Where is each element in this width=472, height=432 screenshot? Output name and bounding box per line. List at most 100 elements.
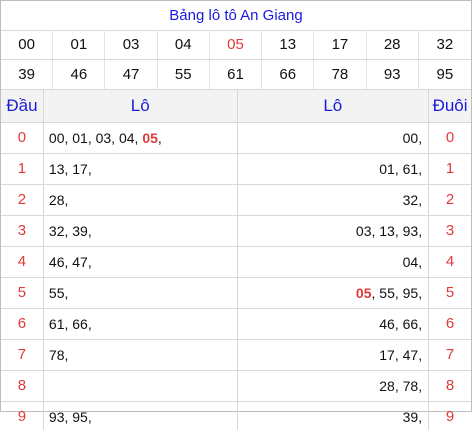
table-row: 5 55, 05, 55, 95, 5 — [1, 278, 471, 309]
dau-digit: 4 — [1, 247, 44, 277]
duoi-digit: 2 — [445, 191, 455, 208]
lo-numbers: 00, — [402, 130, 423, 146]
result-number: 03 — [105, 30, 158, 59]
lo-numbers: 01, 61, — [379, 161, 423, 177]
result-number: 00 — [1, 30, 54, 59]
table-row: 1 13, 17, 01, 61, 1 — [1, 154, 471, 185]
lo-by-dau: 13, 17, — [44, 154, 238, 184]
dau-digit: 5 — [1, 278, 44, 308]
result-number: 17 — [314, 30, 367, 59]
result-number: 46 — [53, 60, 106, 89]
dau-digit: 3 — [1, 216, 44, 246]
lo-by-dau: 46, 47, — [44, 247, 238, 277]
table-row: 6 61, 66, 46, 66, 6 — [1, 309, 471, 340]
lo-by-duoi: 28, 78, — [238, 371, 430, 401]
header-lo-left: Lô — [44, 90, 238, 122]
lo-by-dau: 55, — [44, 278, 238, 308]
lo-by-duoi: 03, 13, 93, — [238, 216, 430, 246]
table-row: 7 78, 17, 47, 7 — [1, 340, 471, 371]
lo-numbers: 00, 01, 03, 04, — [48, 130, 143, 146]
lo-numbers: 17, 47, — [379, 347, 423, 363]
lo-numbers: 04, — [402, 254, 423, 270]
result-number: 13 — [262, 30, 315, 59]
duoi-digit: 1 — [445, 160, 455, 177]
lo-by-dau: 78, — [44, 340, 238, 370]
lo-by-dau: 00, 01, 03, 04, 05, — [44, 123, 238, 153]
duoi-digit: 8 — [445, 377, 455, 394]
result-number: 28 — [367, 30, 419, 59]
table-row: 9 93, 95, 39, 9 — [1, 402, 471, 430]
lo-by-duoi: 39, — [238, 402, 430, 430]
lo-numbers: 32, 39, — [48, 223, 92, 239]
lo-by-duoi: 17, 47, — [238, 340, 430, 370]
lo-by-dau — [44, 371, 238, 401]
result-number: 47 — [105, 60, 158, 89]
lo-numbers: 39, — [402, 409, 423, 425]
duoi-digit: 4 — [445, 253, 455, 270]
header-duoi: Đuôi — [432, 96, 468, 115]
loto-table-header: Đầu Lô Lô Đuôi — [1, 90, 471, 123]
lo-numbers: , 55, 95, — [371, 285, 423, 301]
header-dau: Đầu — [1, 90, 44, 122]
result-number: 78 — [314, 60, 367, 89]
lo-numbers: 28, 78, — [379, 378, 423, 394]
lo-numbers: 03, 13, 93, — [355, 223, 423, 239]
lo-by-duoi: 32, — [238, 185, 430, 215]
lo-numbers: 32, — [402, 192, 423, 208]
table-row: 0 00, 01, 03, 04, 05, 00, 0 — [1, 123, 471, 154]
results-row-2: 39 46 47 55 61 66 78 93 95 — [1, 60, 471, 90]
lo-by-dau: 28, — [44, 185, 238, 215]
lo-by-duoi: 01, 61, — [238, 154, 430, 184]
lo-numbers: 55, — [48, 285, 69, 301]
lo-numbers: 61, 66, — [48, 316, 92, 332]
duoi-digit: 3 — [445, 222, 455, 239]
table-row: 2 28, 32, 2 — [1, 185, 471, 216]
lo-by-duoi: 05, 55, 95, — [238, 278, 430, 308]
dau-digit: 1 — [1, 154, 44, 184]
dau-digit: 6 — [1, 309, 44, 339]
result-number: 95 — [436, 66, 454, 83]
lo-numbers: 78, — [48, 347, 69, 363]
table-row: 4 46, 47, 04, 4 — [1, 247, 471, 278]
result-number: 61 — [210, 60, 263, 89]
lo-numbers: 93, 95, — [48, 409, 92, 425]
results-row-1: 00 01 03 04 05 13 17 28 32 — [1, 30, 471, 60]
header-lo-right: Lô — [238, 90, 430, 122]
result-number: 01 — [53, 30, 106, 59]
result-number: 04 — [158, 30, 210, 59]
lo-numbers: 28, — [48, 192, 69, 208]
lo-numbers: 46, 66, — [379, 316, 423, 332]
board-title: Bảng lô tô An Giang — [1, 1, 471, 31]
result-number: 55 — [158, 60, 210, 89]
result-number: 32 — [436, 36, 454, 53]
lo-numbers: 13, 17, — [48, 161, 92, 177]
lo-by-dau: 61, 66, — [44, 309, 238, 339]
result-number: 66 — [262, 60, 315, 89]
loto-table: Đầu Lô Lô Đuôi 0 00, 01, 03, 04, 05, 00, 0 1… — [1, 90, 471, 430]
lo-by-dau: 32, 39, — [44, 216, 238, 246]
duoi-digit: 0 — [445, 129, 455, 146]
dau-digit: 7 — [1, 340, 44, 370]
lo-special-number: 05 — [355, 285, 372, 301]
dau-digit: 9 — [1, 402, 44, 430]
dau-digit: 0 — [1, 123, 44, 153]
result-number: 39 — [1, 60, 54, 89]
dau-digit: 2 — [1, 185, 44, 215]
duoi-digit: 5 — [445, 284, 455, 301]
lo-numbers: , — [157, 130, 162, 146]
result-number: 93 — [367, 60, 419, 89]
lo-by-duoi: 00, — [238, 123, 430, 153]
table-row: 8 28, 78, 8 — [1, 371, 471, 402]
lo-by-dau: 93, 95, — [44, 402, 238, 430]
duoi-digit: 9 — [445, 408, 455, 425]
result-number-special: 05 — [210, 30, 263, 59]
lo-special-number: 05 — [142, 130, 158, 146]
duoi-digit: 7 — [445, 346, 455, 363]
table-row: 3 32, 39, 03, 13, 93, 3 — [1, 216, 471, 247]
dau-digit: 8 — [1, 371, 44, 401]
lo-by-duoi: 04, — [238, 247, 430, 277]
lo-numbers: 46, 47, — [48, 254, 92, 270]
lo-by-duoi: 46, 66, — [238, 309, 430, 339]
duoi-digit: 6 — [445, 315, 455, 332]
